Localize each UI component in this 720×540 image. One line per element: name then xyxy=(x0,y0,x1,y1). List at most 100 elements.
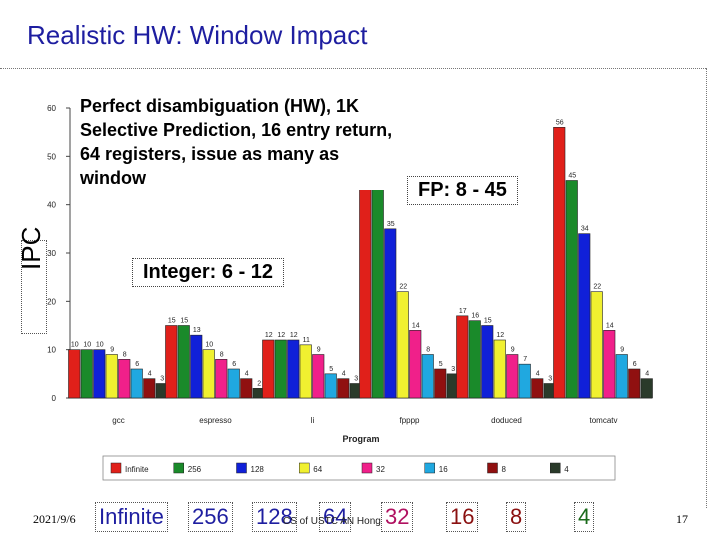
y-tick-label: 50 xyxy=(47,152,56,161)
bar xyxy=(215,359,228,399)
data-label: 3 xyxy=(160,376,164,383)
data-label: 12 xyxy=(265,332,273,339)
data-label: 4 xyxy=(645,371,649,378)
bar xyxy=(628,368,641,399)
legend-swatch xyxy=(361,462,373,474)
data-label: 14 xyxy=(412,322,420,329)
legend-label: 64 xyxy=(313,465,322,474)
bar xyxy=(456,315,469,399)
data-label: 10 xyxy=(205,342,213,349)
category-label: tomcatv xyxy=(589,416,617,425)
data-label: 16 xyxy=(471,313,479,320)
bar xyxy=(468,320,481,399)
bar xyxy=(227,368,240,399)
bar xyxy=(590,291,603,399)
x-axis-title: Program xyxy=(342,434,379,444)
data-label: 9 xyxy=(620,347,624,354)
data-label: 9 xyxy=(511,347,515,354)
bar xyxy=(130,368,143,399)
data-label: 11 xyxy=(303,337,310,344)
data-label: 10 xyxy=(96,342,104,349)
bar xyxy=(493,339,506,399)
frame-divider xyxy=(0,68,706,69)
bar xyxy=(640,378,653,399)
bar xyxy=(481,325,494,399)
bar xyxy=(299,344,312,399)
bottom-label-32: 32 xyxy=(381,502,414,532)
data-label: 8 xyxy=(123,351,127,358)
data-label: 34 xyxy=(581,226,589,233)
data-label: 7 xyxy=(523,356,527,363)
ipc-axis-label: IPC xyxy=(16,226,46,270)
category-label: doduced xyxy=(491,416,522,425)
data-label: 14 xyxy=(606,322,614,329)
bar xyxy=(274,339,287,399)
legend-label: Infinite xyxy=(125,465,149,474)
data-label: 10 xyxy=(83,342,91,349)
bar xyxy=(384,228,397,399)
bottom-label-128: 128 xyxy=(252,502,297,532)
data-label: 3 xyxy=(548,376,552,383)
data-label: 6 xyxy=(135,361,139,368)
bar xyxy=(337,378,350,399)
legend-swatch xyxy=(299,462,310,474)
footer-note: CS of USTC AN Hong xyxy=(283,516,381,527)
data-label: 15 xyxy=(180,318,188,325)
data-label: 8 xyxy=(426,347,430,354)
data-label: 13 xyxy=(193,327,201,334)
data-label: 17 xyxy=(459,308,467,315)
legend-label: 16 xyxy=(439,465,448,474)
data-label: 22 xyxy=(593,284,601,291)
data-label: 12 xyxy=(496,332,504,339)
legend-swatch xyxy=(236,462,247,474)
bottom-label-infinite: Infinite xyxy=(95,502,168,532)
legend-label: 8 xyxy=(502,465,507,474)
bar xyxy=(578,233,591,399)
bar xyxy=(118,359,131,399)
bar xyxy=(396,291,409,399)
data-label: 56 xyxy=(556,119,564,126)
bar xyxy=(143,378,156,399)
data-label: 3 xyxy=(451,366,455,373)
bar xyxy=(409,330,422,399)
bar xyxy=(434,368,447,399)
legend-swatch xyxy=(487,462,498,474)
legend-label: 256 xyxy=(188,465,202,474)
bottom-label-256: 256 xyxy=(188,502,233,532)
category-label: fpppp xyxy=(399,416,420,425)
annotation-fp-range: FP: 8 - 45 xyxy=(407,176,518,205)
data-label: 9 xyxy=(317,347,321,354)
legend-swatch xyxy=(173,462,184,474)
chart-bars: 10 10 10 9 8 6 4 3 gcc 15 15 13 10 8 6 4 2 espresso 12 12 12… xyxy=(68,119,653,444)
bar xyxy=(80,349,93,399)
data-label: 15 xyxy=(484,318,492,325)
data-label: 4 xyxy=(342,371,346,378)
data-label: 22 xyxy=(399,284,407,291)
page-number: 17 xyxy=(676,512,688,526)
ipc-label-box xyxy=(21,240,47,334)
annotation-int-range: Integer: 6 - 12 xyxy=(132,258,285,287)
legend-swatch xyxy=(550,462,561,474)
legend-swatch xyxy=(424,462,435,474)
category-label: gcc xyxy=(112,416,124,425)
legend-label: 32 xyxy=(376,465,385,474)
bar xyxy=(177,325,190,399)
bar xyxy=(190,334,203,399)
bar xyxy=(105,354,118,399)
slide-date: 2021/9/6 xyxy=(33,512,76,526)
bar xyxy=(506,354,519,399)
bar xyxy=(324,373,337,399)
bar xyxy=(202,349,215,399)
y-tick-label: 20 xyxy=(47,297,56,306)
data-label: 4 xyxy=(536,371,540,378)
bar xyxy=(553,127,566,399)
bar xyxy=(262,339,275,399)
bar xyxy=(287,339,300,399)
data-label: 6 xyxy=(232,361,236,368)
bar xyxy=(565,180,578,399)
y-tick-label: 0 xyxy=(52,394,57,403)
data-label: 35 xyxy=(387,221,395,228)
bar xyxy=(312,354,325,399)
chart-legend: Infinite 256 128 64 32 16 8 4 xyxy=(102,455,616,481)
bar xyxy=(518,363,531,399)
